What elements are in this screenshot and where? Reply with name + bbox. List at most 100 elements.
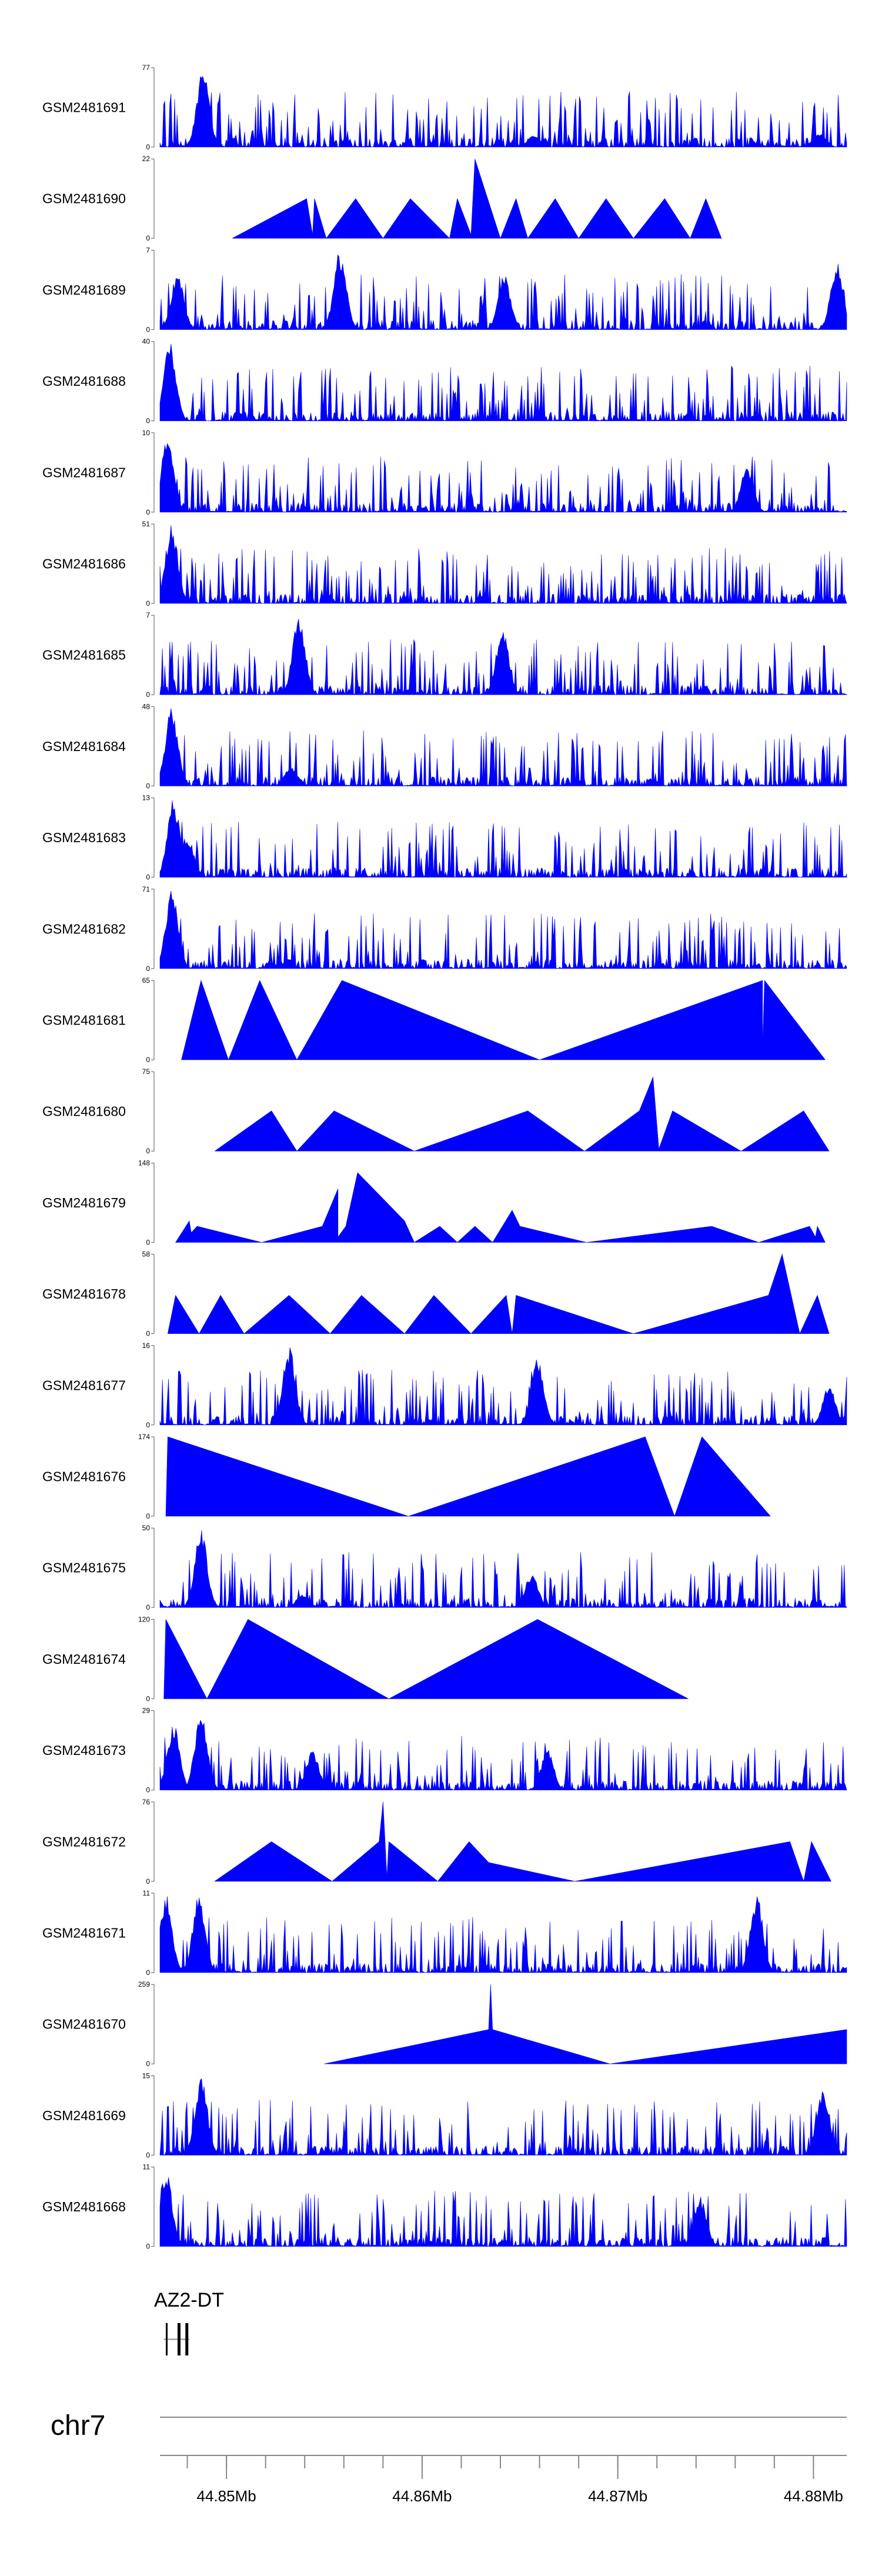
y-max-label: 16 xyxy=(142,1342,151,1350)
track-GSM2481668: GSM2481668 11 0 xyxy=(42,2163,847,2251)
y-min-label: 0 xyxy=(146,417,150,425)
coverage-area xyxy=(159,443,847,513)
gene-model xyxy=(163,2323,189,2355)
y-min-label: 0 xyxy=(146,1877,150,1886)
coverage-area xyxy=(324,1984,847,2064)
coverage-area xyxy=(159,2078,847,2156)
coverage-area xyxy=(159,708,847,787)
coverage-area xyxy=(175,1172,826,1243)
coverage-area xyxy=(159,2177,847,2247)
y-min-label: 0 xyxy=(146,782,150,790)
y-min-label: 0 xyxy=(146,508,150,516)
track-label: GSM2481682 xyxy=(42,921,126,936)
y-min-label: 0 xyxy=(146,1330,150,1338)
track-label: GSM2481677 xyxy=(42,1377,126,1393)
y-min-label: 0 xyxy=(146,2243,150,2251)
y-max-label: 75 xyxy=(142,1067,151,1076)
y-max-label: 50 xyxy=(142,1524,151,1532)
chromosome-label: chr7 xyxy=(51,2410,105,2441)
track-label: GSM2481690 xyxy=(42,191,126,206)
y-max-label: 120 xyxy=(138,1615,150,1623)
track-GSM2481671: GSM2481671 11 0 xyxy=(42,1889,847,1977)
track-GSM2481680: GSM2481680 75 0 xyxy=(42,1067,830,1155)
coverage-area xyxy=(159,76,847,148)
coverage-tracks: GSM2481691770GSM2481690220GSM248168970GS… xyxy=(42,64,847,2251)
track-label: GSM2481668 xyxy=(42,2199,126,2214)
y-min-label: 0 xyxy=(146,325,150,333)
track-label: GSM2481684 xyxy=(42,739,126,754)
axis-tick-label: 44.88Mb xyxy=(784,2487,843,2505)
y-max-label: 11 xyxy=(143,2163,151,2171)
genome-axis: 44.85Mb 44.86Mb 44.87Mb 44.88Mb xyxy=(160,2417,847,2505)
track-GSM2481685: GSM2481685 7 0 xyxy=(42,611,847,699)
track-label: GSM2481683 xyxy=(42,830,126,845)
track-GSM2481688: GSM2481688 40 0 xyxy=(42,338,847,425)
y-min-label: 0 xyxy=(146,1968,150,1977)
y-max-label: 40 xyxy=(142,338,151,346)
y-min-label: 0 xyxy=(146,2151,150,2159)
track-label: GSM2481681 xyxy=(42,1013,126,1028)
axis-tick-label: 44.87Mb xyxy=(588,2487,647,2505)
track-GSM2481681: GSM2481681 65 0 xyxy=(42,976,826,1064)
track-label: GSM2481689 xyxy=(42,282,126,298)
track-label: GSM2481691 xyxy=(42,100,126,115)
track-GSM2481672: GSM2481672 76 0 xyxy=(42,1798,831,1886)
y-max-label: 148 xyxy=(138,1159,150,1167)
axis-tick-label: 44.86Mb xyxy=(392,2487,452,2505)
track-GSM2481690: GSM2481690 22 0 xyxy=(42,155,722,242)
gene-exon xyxy=(165,2323,168,2355)
coverage-area xyxy=(163,1619,689,1700)
track-label: GSM2481674 xyxy=(42,1651,126,1667)
coverage-area xyxy=(159,1896,847,1974)
track-GSM2481689: GSM2481689 7 0 xyxy=(42,246,847,333)
y-min-label: 0 xyxy=(146,1786,150,1794)
y-min-label: 0 xyxy=(146,1512,150,1520)
track-GSM2481676: GSM2481676 174 0 xyxy=(42,1433,771,1520)
track-label: GSM2481679 xyxy=(42,1195,126,1210)
y-min-label: 0 xyxy=(146,599,150,608)
y-max-label: 48 xyxy=(142,702,151,710)
y-max-label: 174 xyxy=(138,1433,150,1441)
track-GSM2481686: GSM2481686 51 0 xyxy=(42,520,847,608)
track-GSM2481691: GSM2481691 77 0 xyxy=(42,64,847,151)
coverage-area xyxy=(232,159,722,239)
track-GSM2481682: GSM2481682 71 0 xyxy=(42,885,847,973)
coverage-area xyxy=(159,525,847,604)
y-max-label: 259 xyxy=(138,1980,150,1988)
gene-exon xyxy=(177,2323,181,2355)
y-min-label: 0 xyxy=(146,1603,150,1611)
y-min-label: 0 xyxy=(146,1694,150,1703)
y-min-label: 0 xyxy=(146,143,150,151)
track-label: GSM2481673 xyxy=(42,1743,126,1758)
y-max-label: 51 xyxy=(142,520,151,528)
y-min-label: 0 xyxy=(146,690,150,699)
track-GSM2481684: GSM2481684 48 0 xyxy=(42,702,847,790)
track-label: GSM2481671 xyxy=(42,1926,126,1941)
track-GSM2481679: GSM2481679 148 0 xyxy=(42,1159,826,1246)
y-max-label: 7 xyxy=(146,246,150,254)
y-min-label: 0 xyxy=(146,1147,150,1155)
coverage-area xyxy=(159,1719,847,1791)
track-label: GSM2481675 xyxy=(42,1560,126,1576)
track-label: GSM2481676 xyxy=(42,1469,126,1484)
y-max-label: 22 xyxy=(142,155,151,163)
coverage-area xyxy=(214,1801,831,1882)
track-GSM2481675: GSM2481675 50 0 xyxy=(42,1524,847,1611)
y-max-label: 10 xyxy=(142,429,151,437)
coverage-area xyxy=(167,1253,830,1334)
coverage-area xyxy=(165,1436,771,1517)
y-max-label: 11 xyxy=(143,1889,151,1897)
y-max-label: 13 xyxy=(142,794,151,802)
coverage-area xyxy=(181,979,826,1060)
gene-label: AZ2-DT xyxy=(154,2289,224,2311)
y-max-label: 65 xyxy=(142,976,151,985)
coverage-area xyxy=(159,800,847,878)
axis-tick-label: 44.85Mb xyxy=(197,2487,256,2505)
y-max-label: 76 xyxy=(142,1798,151,1806)
track-label: GSM2481670 xyxy=(42,2017,126,2032)
coverage-area xyxy=(159,1530,847,1609)
coverage-area xyxy=(159,1347,847,1426)
y-max-label: 71 xyxy=(142,885,151,893)
track-label: GSM2481686 xyxy=(42,556,126,572)
y-min-label: 0 xyxy=(146,873,150,882)
